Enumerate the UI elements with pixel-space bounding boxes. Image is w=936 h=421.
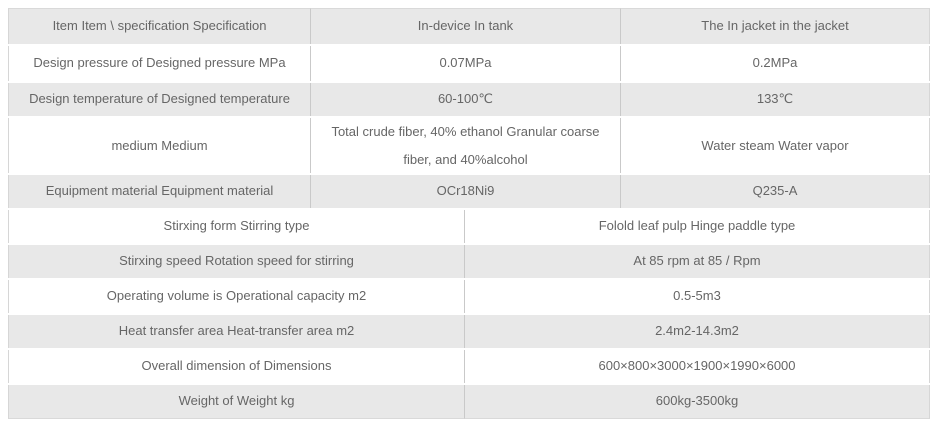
table-row-overall-dimensions: Overall dimension of Dimensions 600×800×… bbox=[8, 350, 930, 383]
row-value-cell: Folold leaf pulp Hinge paddle type bbox=[465, 210, 930, 243]
table-row-heat-transfer-area: Heat transfer area Heat-transfer area m2… bbox=[8, 315, 930, 348]
row-value-cell: 600×800×3000×1900×1990×6000 bbox=[465, 350, 930, 383]
row-label-cell: medium Medium bbox=[8, 118, 311, 173]
header-cell-item: Item Item \ specification Specification bbox=[8, 8, 311, 44]
row-tank-value-cell: OCr18Ni9 bbox=[311, 175, 621, 208]
spec-table: Item Item \ specification Specification … bbox=[8, 8, 930, 419]
row-value-cell: 600kg-3500kg bbox=[465, 385, 930, 419]
header-cell-in-tank: In-device In tank bbox=[311, 8, 621, 44]
table-row-design-pressure: Design pressure of Designed pressure MPa… bbox=[8, 46, 930, 81]
table-row-stirring-type: Stirxing form Stirring type Folold leaf … bbox=[8, 210, 930, 243]
table-row-rotation-speed: Stirxing speed Rotation speed for stirri… bbox=[8, 245, 930, 278]
row-jacket-value-cell: 0.2MPa bbox=[621, 46, 930, 81]
row-label-cell: Weight of Weight kg bbox=[8, 385, 465, 419]
row-label-cell: Equipment material Equipment material bbox=[8, 175, 311, 208]
table-row-operational-capacity: Operating volume is Operational capacity… bbox=[8, 280, 930, 313]
table-row-weight: Weight of Weight kg 600kg-3500kg bbox=[8, 385, 930, 419]
row-label-cell: Overall dimension of Dimensions bbox=[8, 350, 465, 383]
row-value-cell: At 85 rpm at 85 / Rpm bbox=[465, 245, 930, 278]
row-tank-value-cell: Total crude fiber, 40% ethanol Granular … bbox=[311, 118, 621, 173]
table-row-medium: medium Medium Total crude fiber, 40% eth… bbox=[8, 118, 930, 173]
row-label-cell: Stirxing form Stirring type bbox=[8, 210, 465, 243]
row-label-cell: Operating volume is Operational capacity… bbox=[8, 280, 465, 313]
table-row-equipment-material: Equipment material Equipment material OC… bbox=[8, 175, 930, 208]
row-label-cell: Design pressure of Designed pressure MPa bbox=[8, 46, 311, 81]
row-jacket-value-cell: 133℃ bbox=[621, 83, 930, 116]
row-label-cell: Stirxing speed Rotation speed for stirri… bbox=[8, 245, 465, 278]
row-tank-value-cell: 0.07MPa bbox=[311, 46, 621, 81]
row-label-cell: Design temperature of Designed temperatu… bbox=[8, 83, 311, 116]
header-cell-in-jacket: The In jacket in the jacket bbox=[621, 8, 930, 44]
table-header-row: Item Item \ specification Specification … bbox=[8, 8, 930, 44]
table-row-design-temperature: Design temperature of Designed temperatu… bbox=[8, 83, 930, 116]
row-value-cell: 2.4m2-14.3m2 bbox=[465, 315, 930, 348]
row-jacket-value-cell: Water steam Water vapor bbox=[621, 118, 930, 173]
row-value-cell: 0.5-5m3 bbox=[465, 280, 930, 313]
row-jacket-value-cell: Q235-A bbox=[621, 175, 930, 208]
row-label-cell: Heat transfer area Heat-transfer area m2 bbox=[8, 315, 465, 348]
row-tank-value-cell: 60-100℃ bbox=[311, 83, 621, 116]
